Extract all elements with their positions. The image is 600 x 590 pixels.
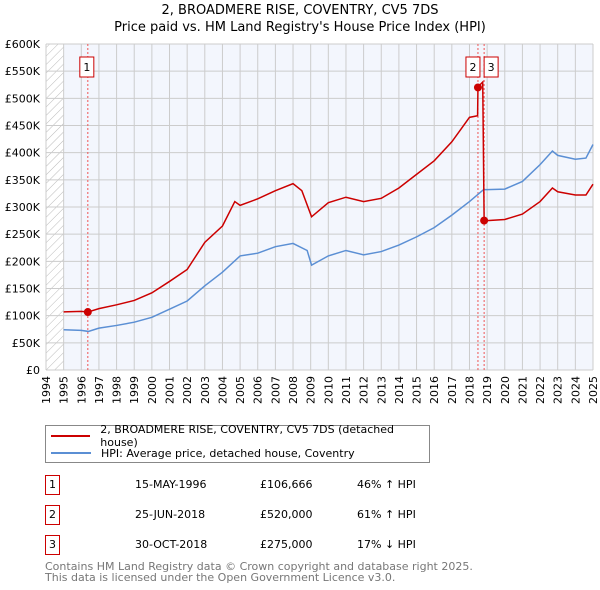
x-tick-label: 2001 [164, 376, 177, 404]
x-tick-label: 2006 [252, 376, 265, 404]
x-tick-label: 2016 [428, 376, 441, 404]
x-tick-label: 2014 [393, 376, 406, 404]
legend-swatch-red [51, 435, 91, 437]
sale-point [83, 308, 92, 317]
y-tick-label: £50K [12, 337, 41, 350]
sale-row: 1 15-MAY-1996 £106,666 46% ↑ HPI [45, 475, 465, 497]
x-tick-label: 2003 [199, 376, 212, 404]
y-tick-label: £550K [5, 65, 41, 78]
x-tick-label: 2012 [358, 376, 371, 404]
sale-date: 30-OCT-2018 [135, 538, 208, 551]
sale-row: 2 25-JUN-2018 £520,000 61% ↑ HPI [45, 505, 465, 527]
annotation-label: 2 [469, 61, 476, 74]
x-tick-label: 2009 [305, 376, 318, 404]
sale-date: 15-MAY-1996 [135, 478, 207, 491]
legend-item-property: 2, BROADMERE RISE, COVENTRY, CV5 7DS (de… [51, 423, 429, 449]
annotation-label: 3 [488, 61, 495, 74]
annotation-box [465, 56, 481, 78]
price-chart: 1994 1995 1996 1997 1998 1999 2000 2001 2002 2003… [5, 38, 600, 404]
sale-price: £275,000 [260, 538, 313, 551]
sale-number: 3 [45, 535, 60, 555]
y-tick-label: £300K [5, 201, 41, 214]
x-tick-label: 1999 [128, 376, 141, 404]
x-tick-label: 1998 [111, 376, 124, 404]
footer: Contains HM Land Registry data © Crown c… [45, 561, 473, 583]
x-tick-label: 2018 [463, 376, 476, 404]
x-tick-label: 1997 [93, 376, 106, 404]
x-tick-label: 2023 [552, 376, 565, 404]
sale-number: 1 [45, 475, 60, 495]
sale-point [473, 83, 482, 92]
x-tick-label: 2013 [375, 376, 388, 404]
x-tick-label: 1995 [58, 376, 71, 404]
x-tick-label: 2008 [287, 376, 300, 404]
x-tick-label: 2004 [216, 376, 229, 404]
sale-hpi: 17% ↓ HPI [357, 538, 416, 551]
x-tick-label: 2019 [481, 376, 494, 404]
sale-number: 2 [45, 505, 60, 525]
footer-line: This data is licensed under the Open Gov… [45, 571, 396, 584]
x-tick-label: 1996 [75, 376, 88, 404]
sale-row: 3 30-OCT-2018 £275,000 17% ↓ HPI [45, 535, 465, 557]
sale-date: 25-JUN-2018 [135, 508, 206, 521]
legend-item-hpi: HPI: Average price, detached house, Cove… [51, 445, 355, 461]
y-tick-label: £400K [5, 147, 41, 160]
sale-point [480, 216, 489, 225]
x-tick-label: 2025 [587, 376, 600, 404]
chart-subtitle: Price paid vs. HM Land Registry's House … [114, 20, 486, 35]
y-tick-label: £450K [5, 120, 41, 133]
x-tick-label: 2020 [499, 376, 512, 404]
x-tick-label: 2015 [411, 376, 424, 404]
y-tick-label: £250K [5, 228, 41, 241]
x-tick-label: 2002 [181, 376, 194, 404]
sale-hpi: 46% ↑ HPI [357, 478, 416, 491]
x-tick-label: 2007 [269, 376, 282, 404]
series-line [63, 80, 594, 313]
x-tick-label: 2017 [446, 376, 459, 404]
x-tick-label: 2021 [516, 376, 529, 404]
series-line [63, 144, 594, 333]
legend: 2, BROADMERE RISE, COVENTRY, CV5 7DS (de… [45, 423, 430, 463]
y-tick-label: £100K [5, 310, 41, 323]
y-tick-label: £200K [5, 255, 41, 268]
legend-label: 2, BROADMERE RISE, COVENTRY, CV5 7DS (de… [100, 423, 394, 449]
x-tick-label: 2000 [146, 376, 159, 404]
x-tick-label: 2011 [340, 376, 353, 404]
legend-swatch-blue [51, 452, 91, 454]
y-tick-label: £350K [5, 174, 41, 187]
annotation-box [483, 56, 499, 78]
y-tick-label: £600K [5, 38, 41, 51]
chart-title: 2, BROADMERE RISE, COVENTRY, CV5 7DS [161, 3, 439, 18]
x-tick-label: 2010 [322, 376, 335, 404]
y-tick-label: £150K [5, 283, 41, 296]
x-tick-label: 2022 [534, 376, 547, 404]
y-tick-label: £0 [26, 364, 40, 377]
x-tick-label: 2005 [234, 376, 247, 404]
annotation-label: 1 [83, 61, 90, 74]
annotation-box [79, 56, 95, 78]
sale-price: £520,000 [260, 508, 313, 521]
x-tick-label: 1994 [40, 376, 53, 404]
y-tick-label: £500K [5, 92, 41, 105]
footer-line: Contains HM Land Registry data © Crown c… [45, 560, 473, 573]
sale-hpi: 61% ↑ HPI [357, 508, 416, 521]
legend-label: HPI: Average price, detached house, Cove… [101, 446, 355, 460]
x-tick-label: 2024 [569, 376, 582, 404]
sale-price: £106,666 [260, 478, 313, 491]
